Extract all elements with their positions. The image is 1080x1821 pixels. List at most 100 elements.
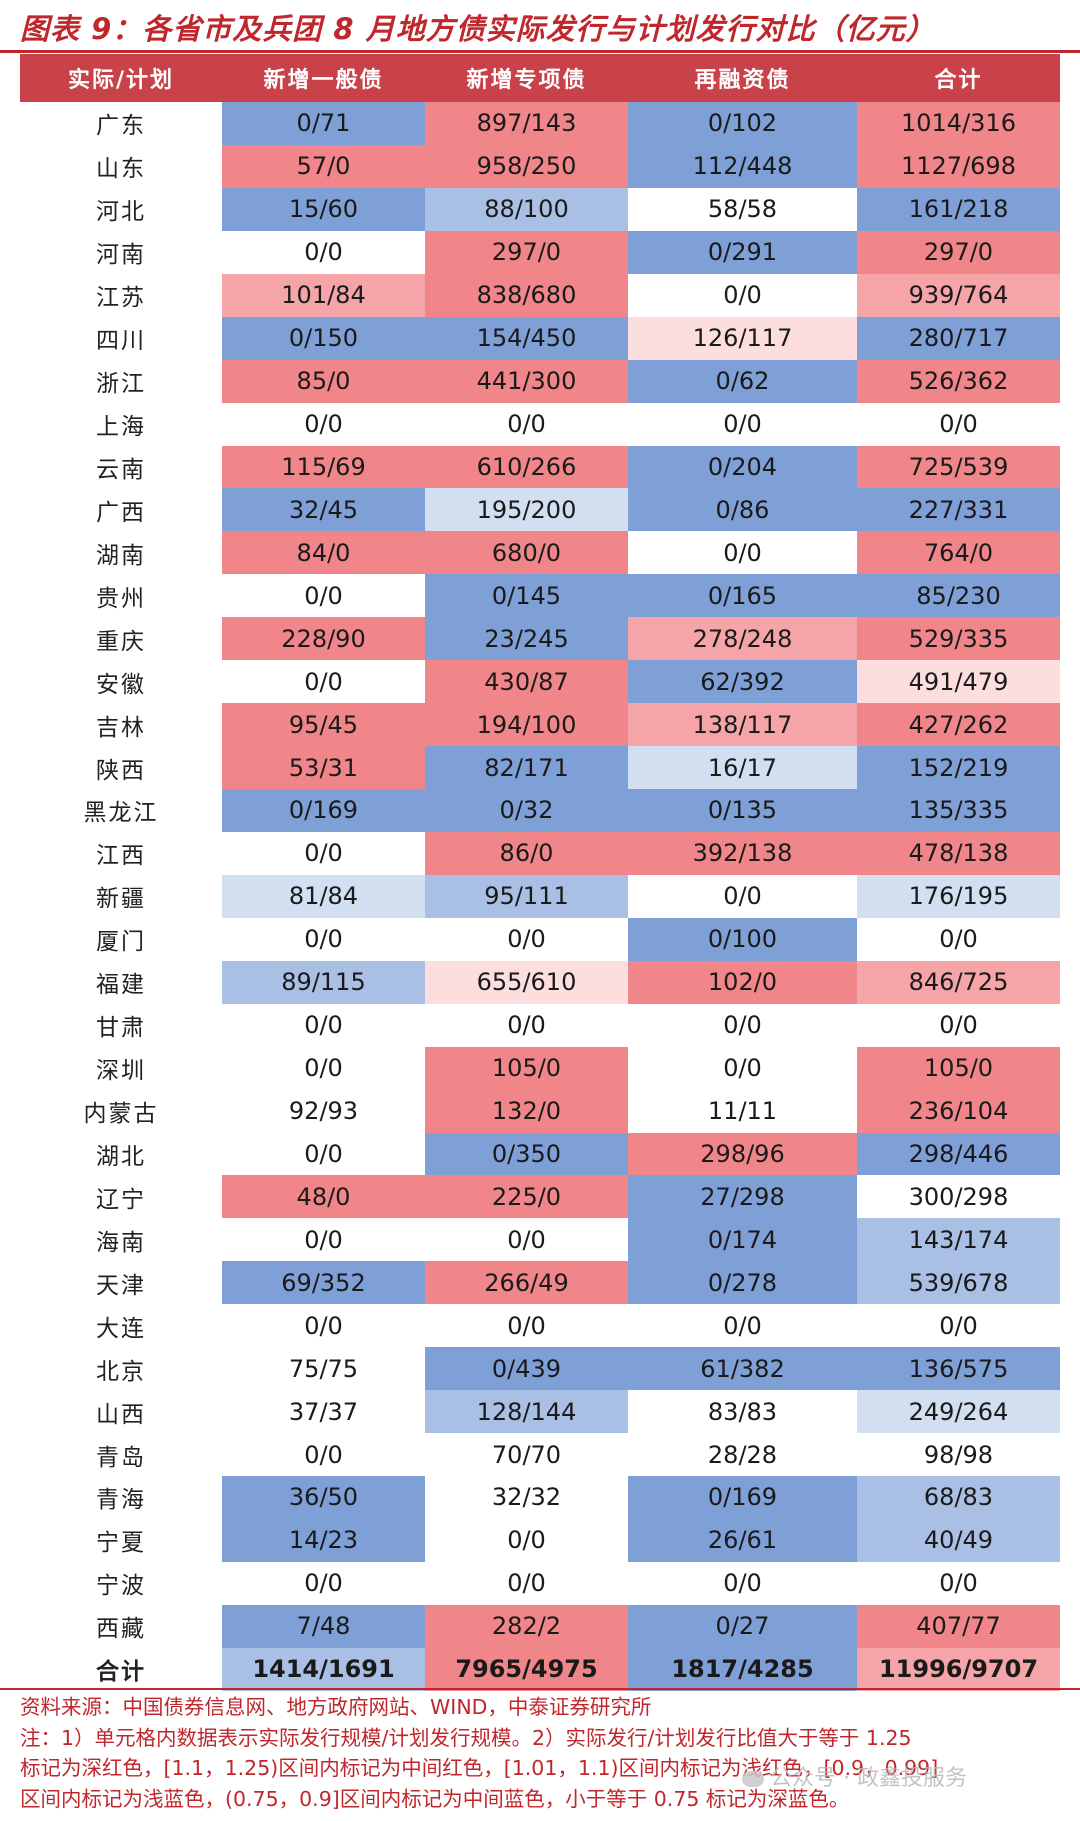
- table-row: 贵州 0/0 0/145 0/165 85/230: [20, 574, 1060, 618]
- value-cell: 0/0: [628, 874, 857, 918]
- note-line-3: 区间内标记为浅蓝色，(0.75，0.9]区间内标记为中间蓝色，小于等于 0.75…: [20, 1786, 850, 1811]
- table-row: 广东 0/71 897/143 0/102 1014/316: [20, 102, 1060, 145]
- region-name: 宁夏: [96, 1530, 146, 1557]
- table-row: 辽宁 48/0 225/0 27/298 300/298: [20, 1175, 1060, 1219]
- region-name: 海南: [96, 1229, 146, 1256]
- value-cell: 0/0: [628, 531, 857, 575]
- value-cell: 430/87: [425, 660, 628, 704]
- value-cell: 101/84: [222, 273, 425, 317]
- region-name: 山西: [96, 1401, 146, 1428]
- region-name: 厦门: [96, 929, 146, 956]
- value-cell: 610/266: [425, 445, 628, 489]
- value-cell: 152/219: [857, 746, 1060, 789]
- value-cell: 57/0: [222, 144, 425, 188]
- value-cell: 0/0: [222, 660, 425, 704]
- region-name: 河北: [96, 199, 146, 226]
- region-name: 湖南: [96, 542, 146, 569]
- value-cell: 225/0: [425, 1175, 628, 1219]
- table-bottom-rule: [0, 1688, 1080, 1690]
- value-cell: 135/335: [857, 789, 1060, 832]
- region-name: 贵州: [96, 585, 146, 612]
- value-cell: 282/2: [425, 1604, 628, 1648]
- figure-title: 图表 9：各省市及兵团 8 月地方债实际发行与计划发行对比（亿元）: [20, 12, 936, 46]
- region-name: 青岛: [96, 1444, 146, 1471]
- value-cell: 88/100: [425, 187, 628, 231]
- value-cell: 75/75: [222, 1347, 425, 1391]
- region-name: 广东: [96, 113, 146, 140]
- table-row: 安徽 0/0 430/87 62/392 491/479: [20, 660, 1060, 704]
- table-row: 江西 0/0 86/0 392/138 478/138: [20, 831, 1060, 875]
- value-cell: 0/0: [628, 1561, 857, 1605]
- value-cell: 266/49: [425, 1261, 628, 1305]
- region-name: 大连: [96, 1315, 146, 1342]
- value-cell: 26/61: [628, 1518, 857, 1562]
- value-cell: 0/0: [222, 1561, 425, 1605]
- region-name: 吉林: [96, 714, 146, 741]
- value-cell: 11996/9707: [857, 1647, 1060, 1691]
- region-name: 河南: [96, 242, 146, 269]
- value-cell: 764/0: [857, 531, 1060, 575]
- wechat-icon: [742, 1771, 764, 1787]
- issuance-table: 实际/计划 新增一般债 新增专项债 再融资债 合计 广东 0/71 897/143 0…: [20, 54, 1060, 1691]
- table-row: 陕西 53/31 82/171 16/17 152/219: [20, 746, 1060, 789]
- value-cell: 89/115: [222, 960, 425, 1004]
- value-cell: 0/0: [425, 1304, 628, 1348]
- value-cell: 529/335: [857, 617, 1060, 661]
- value-cell: 27/298: [628, 1175, 857, 1219]
- header-region: 实际/计划: [20, 54, 222, 102]
- value-cell: 427/262: [857, 703, 1060, 747]
- region-name: 四川: [96, 328, 146, 355]
- value-cell: 227/331: [857, 488, 1060, 532]
- title-bar: 图表 9：各省市及兵团 8 月地方债实际发行与计划发行对比（亿元）: [0, 0, 1080, 53]
- value-cell: 0/291: [628, 230, 857, 274]
- value-cell: 0/0: [628, 1304, 857, 1348]
- table-row: 上海 0/0 0/0 0/0 0/0: [20, 402, 1060, 446]
- value-cell: 0/0: [425, 1218, 628, 1262]
- value-cell: 58/58: [628, 187, 857, 231]
- value-cell: 0/165: [628, 574, 857, 618]
- value-cell: 478/138: [857, 831, 1060, 875]
- value-cell: 297/0: [857, 230, 1060, 274]
- value-cell: 1127/698: [857, 144, 1060, 188]
- value-cell: 70/70: [425, 1433, 628, 1476]
- value-cell: 105/0: [857, 1046, 1060, 1090]
- value-cell: 228/90: [222, 617, 425, 661]
- table-row: 四川 0/150 154/450 126/117 280/717: [20, 316, 1060, 360]
- region-name: 内蒙古: [83, 1101, 159, 1128]
- value-cell: 0/0: [425, 1561, 628, 1605]
- value-cell: 61/382: [628, 1347, 857, 1391]
- value-cell: 0/204: [628, 445, 857, 489]
- value-cell: 0/0: [857, 1003, 1060, 1047]
- value-cell: 0/62: [628, 359, 857, 403]
- value-cell: 98/98: [857, 1433, 1060, 1476]
- value-cell: 236/104: [857, 1089, 1060, 1133]
- header-refinancing-bond: 再融资债: [628, 54, 857, 102]
- value-cell: 132/0: [425, 1089, 628, 1133]
- value-cell: 0/86: [628, 488, 857, 532]
- value-cell: 62/392: [628, 660, 857, 704]
- value-cell: 897/143: [425, 102, 628, 145]
- value-cell: 36/50: [222, 1476, 425, 1519]
- value-cell: 0/0: [425, 1003, 628, 1047]
- value-cell: 838/680: [425, 273, 628, 317]
- table-row: 宁波 0/0 0/0 0/0 0/0: [20, 1561, 1060, 1605]
- table-header-row: 实际/计划 新增一般债 新增专项债 再融资债 合计: [20, 54, 1060, 102]
- table-row: 西藏 7/48 282/2 0/27 407/77: [20, 1604, 1060, 1648]
- value-cell: 491/479: [857, 660, 1060, 704]
- value-cell: 161/218: [857, 187, 1060, 231]
- value-cell: 16/17: [628, 746, 857, 789]
- value-cell: 83/83: [628, 1390, 857, 1434]
- value-cell: 0/71: [222, 102, 425, 145]
- region-name: 广西: [96, 499, 146, 526]
- value-cell: 846/725: [857, 960, 1060, 1004]
- value-cell: 0/0: [425, 402, 628, 446]
- value-cell: 32/32: [425, 1476, 628, 1519]
- value-cell: 7/48: [222, 1604, 425, 1648]
- region-name: 天津: [96, 1272, 146, 1299]
- value-cell: 23/245: [425, 617, 628, 661]
- value-cell: 0/0: [425, 1518, 628, 1562]
- value-cell: 0/135: [628, 789, 857, 832]
- header-new-general-bond: 新增一般债: [222, 54, 425, 102]
- value-cell: 0/0: [222, 1046, 425, 1090]
- value-cell: 0/150: [222, 316, 425, 360]
